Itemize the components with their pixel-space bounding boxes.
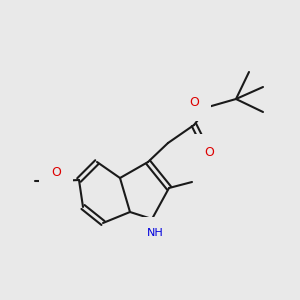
Text: O: O — [204, 146, 214, 160]
Text: O: O — [51, 167, 61, 179]
Text: O: O — [189, 95, 199, 109]
Text: NH: NH — [147, 228, 164, 238]
